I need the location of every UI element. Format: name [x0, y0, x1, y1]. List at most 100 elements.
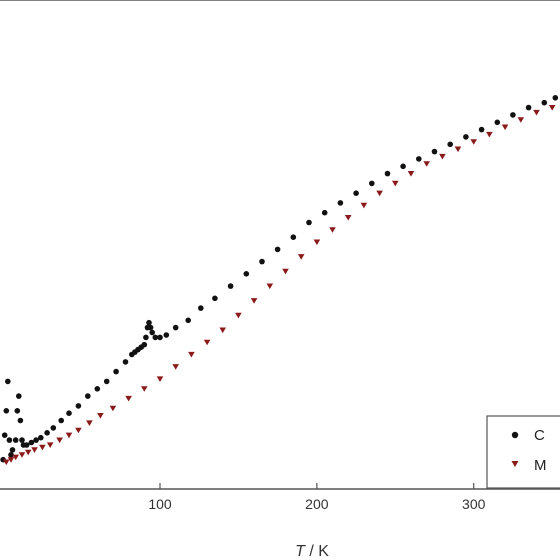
data-point-c	[243, 271, 250, 277]
data-point-c	[66, 410, 72, 417]
data-point-m	[56, 437, 63, 444]
data-point-c	[33, 437, 39, 443]
data-point-c	[6, 437, 13, 443]
data-point-c	[15, 393, 22, 399]
data-point-m	[203, 339, 211, 346]
legend-marker-c	[511, 431, 519, 439]
data-point-c	[290, 234, 297, 240]
data-point-c	[478, 126, 485, 133]
data-point-c	[198, 305, 204, 311]
data-point-c	[122, 359, 129, 365]
data-point-m	[12, 454, 19, 461]
legend-marker-m	[511, 461, 519, 467]
data-point-c	[400, 163, 406, 170]
data-point-c	[94, 386, 101, 392]
data-point-m	[470, 139, 477, 145]
data-point-m	[172, 364, 179, 370]
data-point-c	[494, 119, 501, 126]
data-point-m	[250, 298, 258, 304]
data-point-c	[157, 334, 163, 341]
data-point-c	[3, 408, 10, 414]
data-point-c	[146, 319, 152, 326]
data-point-m	[188, 351, 195, 358]
data-point-m	[392, 180, 399, 187]
data-point-m	[376, 190, 383, 197]
data-point-c	[306, 219, 312, 226]
data-point-c	[227, 283, 234, 289]
data-point-c	[19, 437, 25, 443]
data-point-c	[44, 430, 50, 436]
data-point-m	[24, 449, 32, 456]
data-point-c	[321, 209, 328, 216]
data-point-c	[8, 452, 14, 458]
data-point-c	[58, 417, 64, 424]
data-point-m	[360, 202, 368, 209]
data-point-m	[486, 131, 493, 138]
data-point-c	[337, 200, 344, 206]
data-point-m	[517, 117, 525, 123]
x-axis-ticks: 100 200 300	[148, 483, 486, 512]
data-point-c	[163, 332, 170, 338]
x-axis-label-variable: T	[295, 543, 306, 560]
data-point-m	[297, 254, 305, 260]
data-point-c	[259, 258, 265, 265]
data-point-c	[9, 447, 16, 453]
data-point-c	[431, 148, 438, 155]
data-point-m	[109, 405, 117, 412]
data-point-m	[7, 457, 15, 463]
data-point-c	[525, 104, 532, 111]
series-layer	[0, 95, 559, 466]
data-point-c	[384, 170, 391, 177]
data-point-c	[353, 190, 359, 196]
x-axis-label-unit: / K	[305, 543, 329, 560]
data-point-c	[12, 437, 19, 443]
data-point-m	[454, 146, 462, 153]
data-point-c	[147, 324, 154, 331]
data-point-m	[407, 171, 415, 177]
data-point-c	[75, 403, 82, 409]
data-point-m	[3, 459, 10, 466]
data-point-m	[423, 161, 430, 167]
legend-box	[486, 415, 560, 489]
data-point-m	[46, 442, 54, 448]
data-point-m	[86, 420, 93, 426]
data-point-c	[369, 180, 375, 187]
data-point-c	[274, 246, 281, 253]
x-tick-label: 300	[462, 496, 486, 512]
data-point-c	[1, 432, 8, 439]
data-point-m	[548, 105, 556, 111]
data-point-c	[185, 317, 191, 324]
data-point-c	[14, 408, 21, 414]
data-point-c	[447, 141, 454, 148]
x-axis-label: T / K	[295, 543, 329, 560]
data-point-m	[39, 444, 46, 451]
legend: C M	[486, 415, 560, 489]
legend-label-c: C	[534, 427, 545, 444]
data-point-c	[212, 295, 218, 302]
data-point-c	[172, 324, 179, 331]
data-point-c	[103, 378, 110, 385]
data-point-m	[65, 432, 73, 439]
legend-label-m: M	[534, 457, 547, 474]
data-point-m	[329, 227, 336, 233]
data-point-c	[552, 95, 559, 101]
data-point-m	[282, 268, 289, 275]
data-point-c	[28, 439, 35, 446]
data-point-m	[219, 327, 226, 334]
data-point-m	[97, 413, 104, 419]
data-point-m	[313, 239, 321, 246]
data-point-m	[156, 376, 164, 382]
data-point-m	[344, 215, 352, 221]
data-point-c	[510, 112, 516, 118]
data-point-m	[235, 312, 242, 319]
data-point-c	[23, 442, 30, 448]
data-point-c	[541, 99, 548, 106]
data-point-c	[17, 417, 24, 424]
data-point-c	[143, 334, 149, 341]
data-point-c	[113, 368, 119, 375]
data-point-c	[141, 341, 148, 348]
data-point-c	[149, 329, 155, 336]
data-point-m	[533, 109, 540, 116]
data-point-m	[31, 447, 38, 453]
